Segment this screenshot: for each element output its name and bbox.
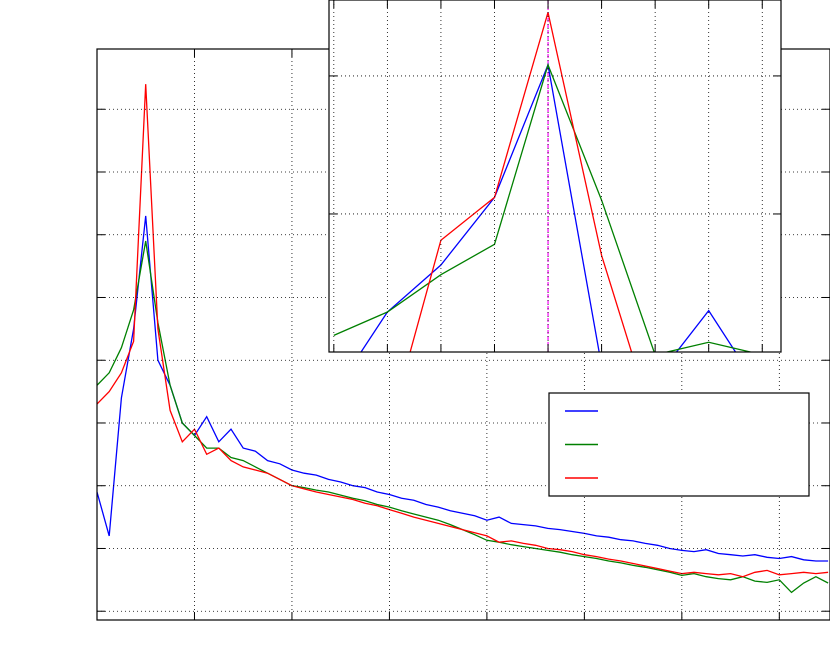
axes-background bbox=[329, 0, 781, 352]
axes bbox=[328, 0, 782, 353]
series-line bbox=[97, 215, 829, 562]
plot-area bbox=[97, 84, 829, 594]
series-line bbox=[97, 84, 829, 578]
legend bbox=[548, 392, 810, 497]
axes-frame bbox=[328, 0, 782, 353]
